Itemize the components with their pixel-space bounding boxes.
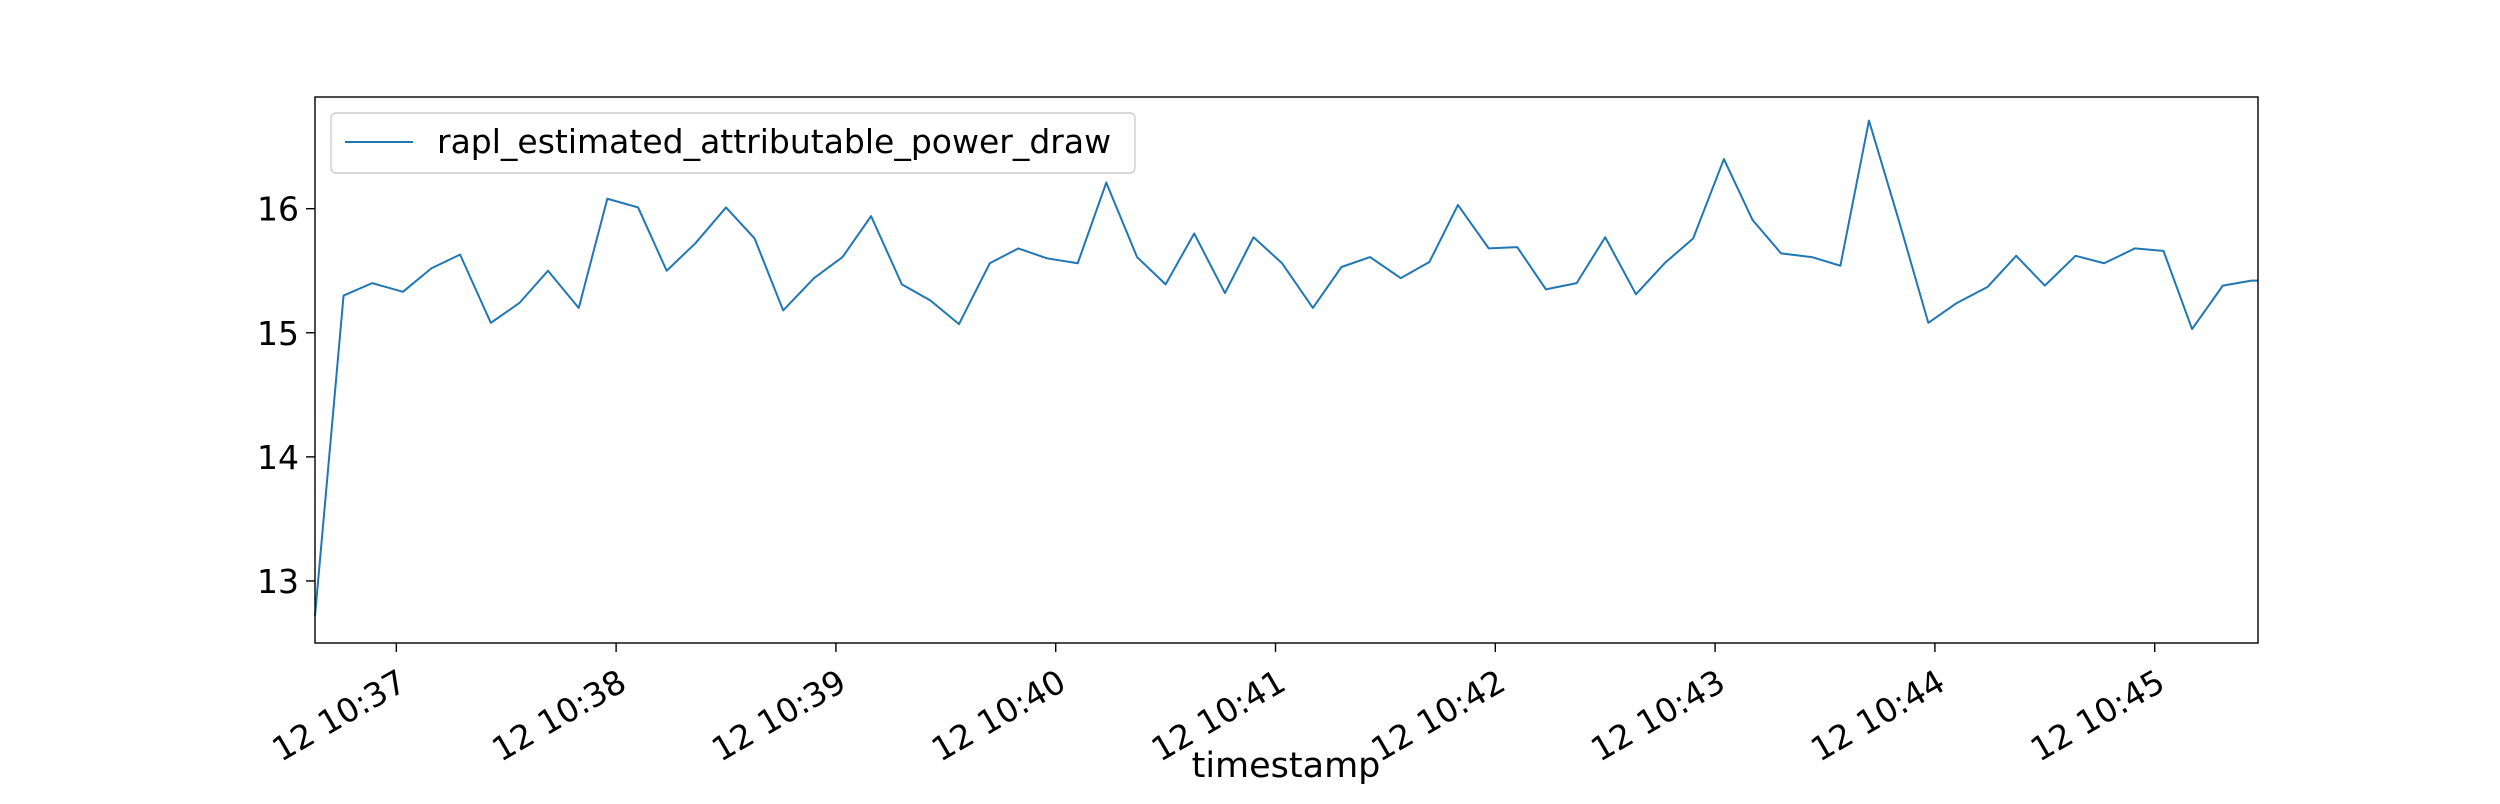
x-tick-label: 12 10:42: [1364, 662, 1511, 770]
legend: rapl_estimated_attributable_power_draw: [330, 112, 1136, 174]
y-tick-label: 14: [257, 438, 299, 477]
y-tick-label: 13: [257, 562, 299, 601]
x-axis-label: timestamp: [1192, 746, 1381, 786]
x-tick-label: 12 10:45: [2024, 662, 2171, 770]
legend-box: [330, 112, 1136, 174]
x-tick-label: 12 10:39: [705, 662, 852, 770]
x-tick-label: 12 10:38: [485, 662, 632, 770]
y-tick-label: 15: [257, 314, 299, 353]
series-layer: [314, 119, 2258, 616]
x-tick-label: 12 10:37: [265, 662, 412, 770]
x-tick-label: 12 10:40: [925, 662, 1072, 770]
legend-series-label: rapl_estimated_attributable_power_draw: [437, 122, 1111, 161]
x-tick-label: 12 10:44: [1804, 662, 1951, 770]
series-line-0: [314, 119, 2258, 616]
x-tick-label: 12 10:43: [1584, 662, 1731, 770]
y-axis: 13 14 15 16: [257, 190, 315, 601]
y-tick-label: 16: [257, 190, 299, 229]
plot-area-frame: [314, 96, 2259, 644]
